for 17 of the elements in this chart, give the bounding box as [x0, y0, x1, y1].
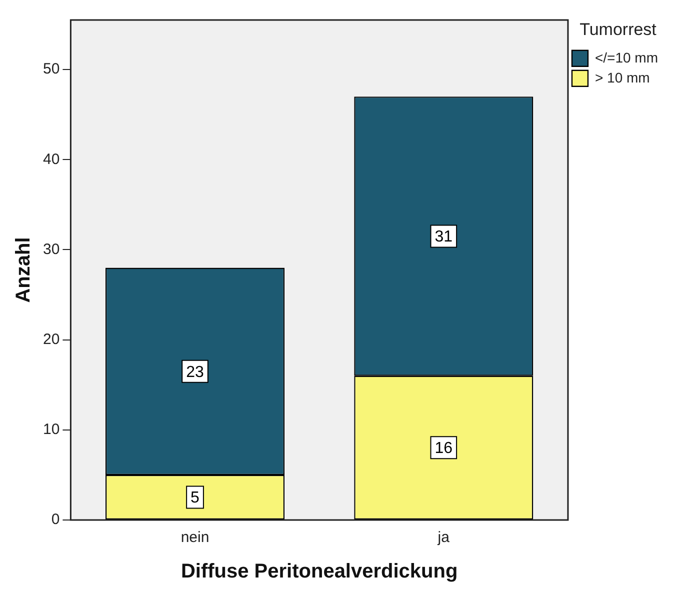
y-tick-label: 20 — [42, 330, 60, 348]
y-axis-title: Anzahl — [12, 237, 35, 303]
x-tick-label: ja — [436, 529, 450, 546]
x-axis-title: Diffuse Peritonealverdickung — [180, 560, 458, 583]
data-label: 16 — [434, 440, 453, 458]
data-label: 5 — [190, 490, 200, 507]
data-label: 23 — [186, 364, 204, 381]
data-label: 31 — [434, 228, 453, 246]
y-tick-label: 40 — [42, 150, 60, 168]
legend-label: </=10 mm — [594, 49, 658, 66]
x-tick-label: nein — [180, 529, 210, 546]
y-tick-label: 50 — [42, 60, 60, 78]
legend-label: > 10 mm — [594, 69, 650, 86]
y-tick-label: 0 — [51, 511, 60, 528]
y-tick-label: 30 — [42, 240, 60, 258]
y-tick-label: 10 — [42, 421, 60, 438]
legend-title: Tumorrest — [580, 20, 657, 40]
